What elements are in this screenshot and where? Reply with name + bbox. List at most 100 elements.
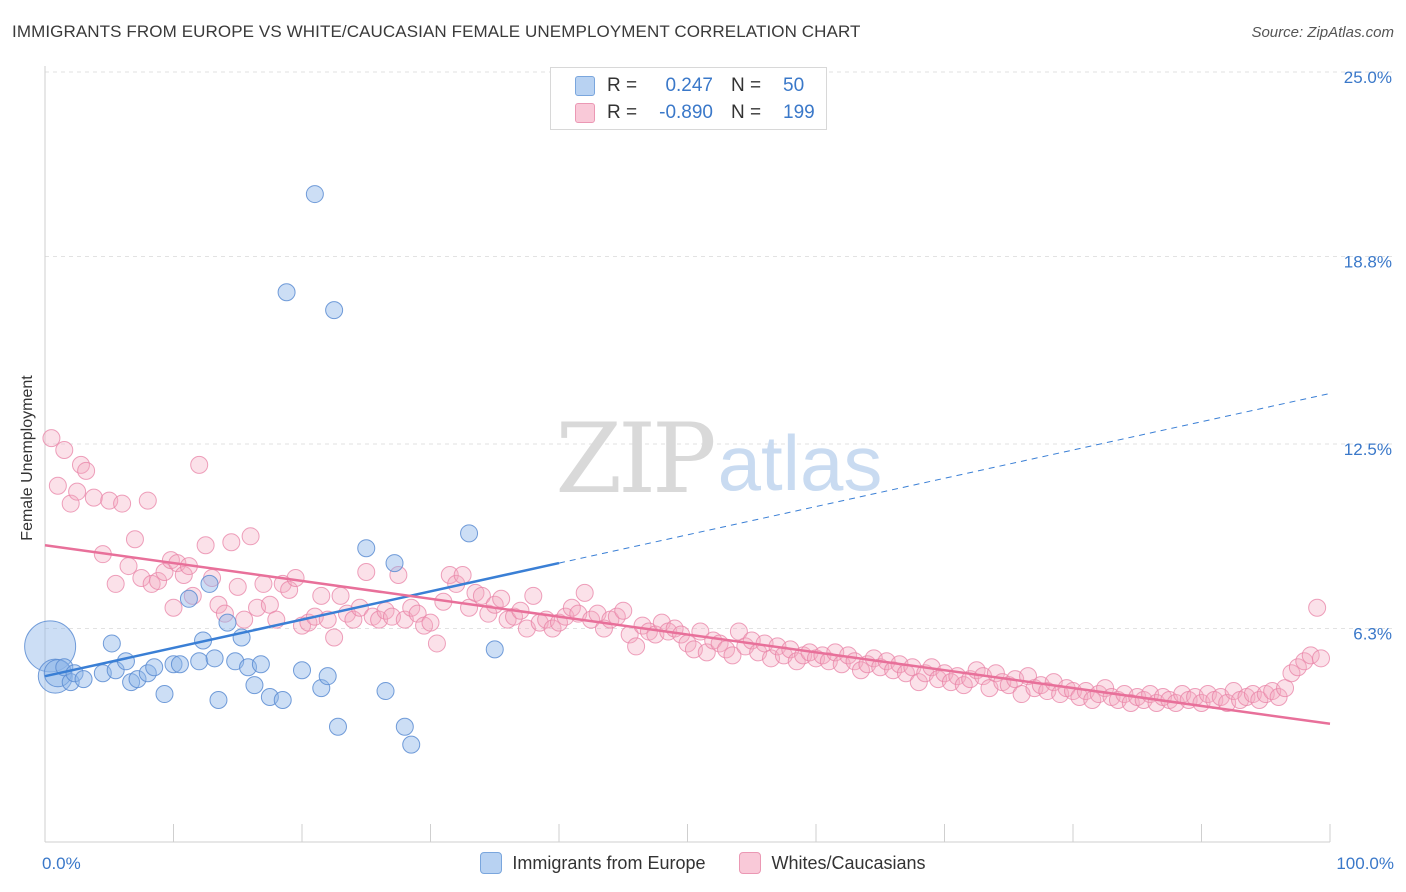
europe-point (293, 661, 311, 680)
series-legend: Immigrants from Europe Whites/Caucasians (0, 852, 1406, 874)
watermark-atlas: atlas (718, 419, 883, 507)
europe-point (164, 655, 183, 674)
whites-point (61, 494, 80, 513)
whites-point (729, 622, 748, 641)
whites-point (77, 461, 96, 480)
europe-point (357, 539, 376, 558)
r-value: -0.890 (659, 102, 713, 123)
europe-point (102, 634, 121, 653)
whites-point (68, 482, 87, 501)
whites-point (421, 613, 440, 632)
europe-point (328, 717, 347, 736)
n-label: N = (731, 75, 762, 96)
europe-point (318, 667, 337, 686)
whites-point (1276, 679, 1295, 698)
pink-swatch-icon (575, 103, 595, 123)
y-tick-label: 18.8% (1344, 253, 1392, 272)
europe-point (305, 185, 324, 204)
whites-point (155, 563, 174, 582)
whites-point (909, 673, 928, 692)
europe-point (190, 652, 209, 671)
whites-point (55, 441, 74, 459)
whites-point (440, 565, 459, 584)
whites-point (42, 429, 61, 448)
whites-point (71, 455, 90, 474)
n-value: 199 (783, 102, 815, 123)
whites-point (479, 604, 498, 623)
europe-point (128, 670, 147, 689)
whites-point (325, 628, 344, 647)
y-tick-label: 6.3% (1353, 625, 1392, 644)
europe-point (179, 589, 198, 608)
whites-point (627, 637, 646, 656)
europe-point (312, 679, 331, 698)
whites-point (344, 610, 363, 629)
r-label: R = (607, 102, 638, 123)
whites-point (357, 563, 376, 582)
whites-point (492, 589, 511, 608)
whites-point (228, 577, 247, 596)
whites-point (260, 595, 279, 614)
europe-point (245, 676, 264, 695)
legend-item-whites[interactable]: Whites/Caucasians (739, 852, 926, 874)
whites-point (84, 488, 103, 507)
europe-point (200, 574, 219, 593)
r-label: R = (607, 75, 638, 96)
whites-point (389, 565, 408, 584)
europe-point (74, 670, 93, 689)
europe-point (205, 649, 224, 668)
europe-point (218, 613, 237, 632)
whites-point (113, 494, 132, 513)
europe-point (251, 655, 270, 674)
whites-point (614, 601, 633, 620)
europe-point (485, 640, 504, 659)
blue-swatch-icon (575, 76, 595, 96)
chart-title: IMMIGRANTS FROM EUROPE VS WHITE/CAUCASIA… (12, 22, 861, 41)
whites-point (235, 610, 254, 629)
whites-point (697, 643, 716, 662)
whites-point (280, 580, 299, 599)
legend-label: Immigrants from Europe (512, 852, 706, 873)
whites-point (575, 583, 594, 602)
whites-point (453, 565, 472, 584)
whites-point (408, 604, 427, 623)
whites-point (427, 634, 446, 653)
europe-point (460, 524, 479, 543)
whites-point (196, 536, 215, 555)
whites-point (138, 491, 157, 510)
whites-point (1312, 649, 1331, 668)
europe-point (376, 682, 395, 701)
correlation-legend: R = 0.247 N = 50 R = -0.890 N = 199 (550, 67, 827, 130)
whites-trend-line (44, 543, 1331, 726)
whites-point (209, 595, 228, 614)
whites-point (254, 574, 273, 593)
whites-point (723, 646, 742, 665)
x-tick-label: 100.0% (1336, 854, 1394, 873)
europe-point (37, 658, 73, 694)
whites-point (125, 530, 144, 549)
whites-point (331, 586, 350, 605)
whites-point (1308, 598, 1327, 617)
whites-point (119, 557, 138, 576)
europe-point (145, 658, 164, 677)
whites-point (241, 527, 260, 546)
whites-point (1269, 688, 1288, 707)
europe-trend-line (44, 561, 560, 678)
europe-point (395, 717, 414, 736)
r-value: 0.247 (665, 75, 713, 96)
blue-swatch-icon (480, 852, 503, 874)
europe-point (402, 735, 421, 754)
n-label: N = (731, 102, 762, 123)
europe-point (273, 690, 292, 709)
whites-point (472, 586, 491, 605)
whites-point (174, 565, 193, 584)
correlation-row-whites: R = -0.890 N = 199 (575, 100, 827, 126)
legend-item-europe[interactable]: Immigrants from Europe (480, 852, 705, 874)
n-value: 50 (783, 75, 805, 96)
y-tick-label: 12.5% (1344, 440, 1392, 459)
europe-point (170, 655, 189, 674)
whites-point (164, 598, 183, 617)
whites-point (312, 586, 331, 605)
whites-point (524, 586, 543, 605)
